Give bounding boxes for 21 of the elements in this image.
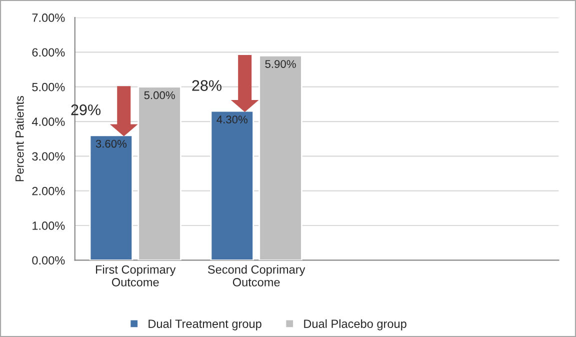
y-tick-label: 6.00% [32,48,65,57]
y-tick-label: 1.00% [32,222,65,230]
y-tick-label: 0.00% [32,256,65,265]
data-label: 4.30% [216,116,248,124]
y-tick-label: 2.00% [32,186,65,196]
y-tick-label: 3.00% [32,152,65,161]
x-tick-label: Second Coprimary Outcome [208,265,306,286]
y-axis-title: Percent Patients [15,96,24,182]
annotation: 28% [192,80,222,91]
y-tick-label: 7.00% [32,14,65,22]
y-tick-label: 4.00% [32,118,65,126]
data-label: 5.00% [144,91,175,100]
data-label: 5.90% [265,60,296,68]
legend-label: Dual Placebo group [304,319,406,330]
x-tick-label: First Coprimary Outcome [96,265,176,286]
y-tick-label: 5.00% [32,82,65,92]
bar [138,86,182,260]
data-label: 3.60% [96,140,127,148]
bar [258,54,302,260]
legend-label: Dual Treatment group [148,319,262,330]
annotation: 29% [71,104,101,116]
